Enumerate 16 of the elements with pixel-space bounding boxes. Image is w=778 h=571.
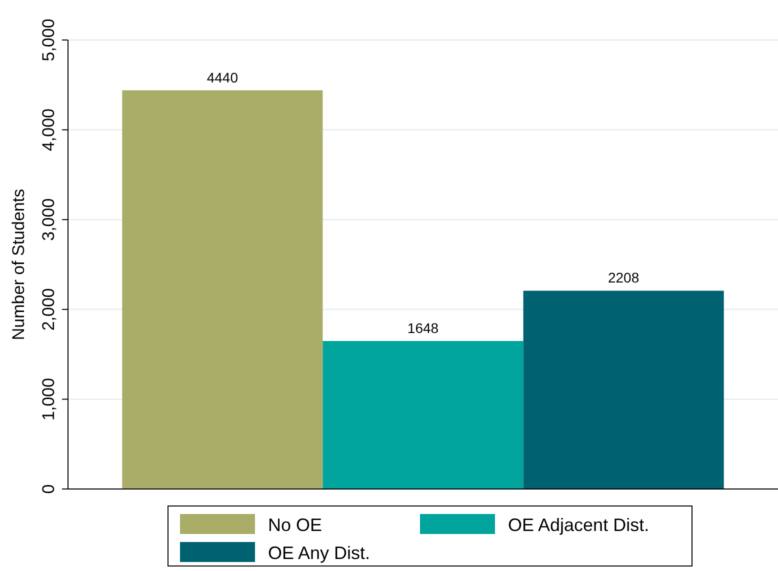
data-label: 2208: [608, 270, 640, 286]
legend-label: OE Any Dist.: [268, 543, 370, 563]
y-tick-label: 1,000: [39, 378, 58, 420]
y-tick-label: 0: [39, 484, 58, 494]
y-tick-label: 4,000: [39, 108, 58, 152]
data-label: 4440: [206, 69, 238, 86]
y-tick-label: 2,000: [39, 288, 58, 331]
y-tick-label: 5,000: [39, 18, 58, 62]
bar: [322, 341, 524, 489]
y-tick-label: 3,000: [39, 198, 58, 241]
data-label: 1648: [407, 320, 439, 336]
legend-label: OE Adjacent Dist.: [508, 515, 650, 535]
bar: [523, 290, 724, 489]
bar: [122, 90, 323, 489]
y-axis-title: Number of Students: [9, 188, 28, 340]
legend-label: No OE: [268, 515, 322, 535]
